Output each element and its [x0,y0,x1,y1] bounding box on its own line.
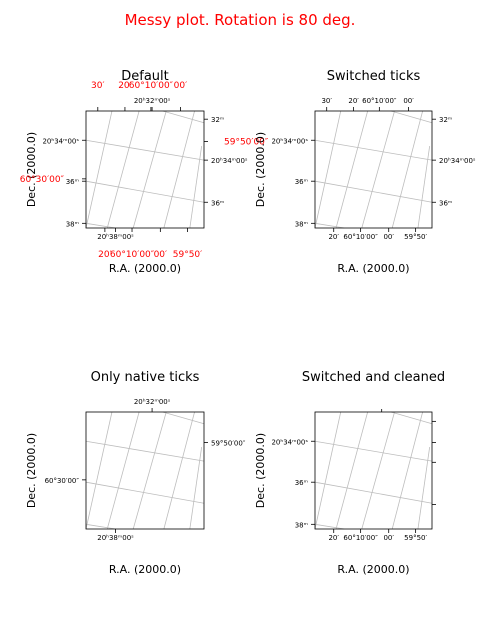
grid-line [85,222,116,229]
figure-title: Messy plot. Rotation is 80 deg. [125,11,356,29]
tick-label-bottom: 00′ [383,534,394,542]
tick-label-bottom: 59°50′ [404,534,427,542]
tick-label-bottom: 59°50′ [173,250,202,260]
tick-label-bottom: 00′ [383,233,394,241]
tick-label-left: 20ʰ34ᵐ00ˢ [42,137,79,145]
grid-line [163,411,195,530]
tick-label-right: 32ᵐ [439,116,452,124]
tick-label-right: 59°50′00″ [224,137,269,147]
axes-frame [85,110,205,229]
tick-label-left: 36ᵐ [295,479,308,487]
tick-label-right: 32ᵐ [211,116,224,124]
tick-label-bottom: 60°10′00″ [343,534,378,542]
grid-line [85,110,113,229]
tick-label-left: 38ᵐ [295,220,308,228]
panel-title: Switched and cleaned [302,370,445,385]
grid-line [85,411,113,530]
tick-label-top: 30′ [91,81,105,91]
grid-line [390,110,433,124]
panels: Default R.A. (2000.0) Dec. (2000.0) 20ʰ32ᵐ0… [20,69,476,576]
grid-line [361,411,395,530]
tick-label-right: 59°50′00″ [211,439,246,447]
grid-line [361,110,395,229]
tick-label-left: 60°30′00″ [20,175,65,185]
grid-line [314,222,345,229]
panel-title: Default [121,69,169,84]
tick-label-bottom: 59°50′ [404,233,427,241]
grid-line [106,411,140,530]
grid-line [163,110,195,229]
grid-line [314,411,342,530]
grid-line [335,411,369,530]
grid-line [85,440,205,462]
grid-line [162,110,205,124]
panel-switched-ticks: Switched ticks R.A. (2000.0) Dec. (2000.0)… [254,69,476,275]
grid-line [162,411,205,425]
tick-label-left: 36ᵐ [295,178,308,186]
tick-label-bottom: 20′ [328,534,339,542]
axes-frame [314,110,433,229]
panel-switched-and-cleaned: Switched and cleaned R.A. (2000.0) Dec. (2… [254,370,445,576]
grid-line [85,139,205,161]
grid-line [314,440,433,462]
tick-label-bottom: 20′ [328,233,339,241]
panel-only-native-ticks: Only native ticks R.A. (2000.0) Dec. (2000… [25,370,246,576]
grid-line [85,523,116,530]
grid-line [106,110,140,229]
grid-line [335,110,369,229]
tick-label-top: 20ʰ32ᵐ00ˢ [134,398,171,406]
grid-line [314,180,433,203]
grid-line [85,481,205,504]
x-axis-label: R.A. (2000.0) [109,262,181,275]
grid-line [314,139,433,161]
axes-frame [314,411,433,530]
panel-title: Only native ticks [91,370,200,385]
x-axis-label: R.A. (2000.0) [337,262,409,275]
y-axis-label: Dec. (2000.0) [254,132,267,207]
tick-label-top: 00′ [403,97,414,105]
panel-title: Switched ticks [327,69,421,84]
tick-label-bottom: 20′ [98,250,112,260]
grid-line [314,481,433,504]
grid-line [85,180,205,203]
tick-label-left: 38ᵐ [66,220,79,228]
y-axis-label: Dec. (2000.0) [25,433,38,508]
tick-label-left: 20ʰ34ᵐ00ˢ [271,137,308,145]
grid-line [391,110,424,229]
tick-label-top: 20′ [118,81,132,91]
panel-default: Default R.A. (2000.0) Dec. (2000.0) 20ʰ32ᵐ0… [20,69,269,275]
tick-label-top: 00′ [174,81,188,91]
tick-label-top: 20ʰ32ᵐ00ˢ [134,97,171,105]
axes-frame [85,411,205,530]
tick-label-left: 36ᵐ [66,178,79,186]
tick-label-bottom: 60°10′00″ [343,233,378,241]
tick-label-top: 20′ [348,97,359,105]
tick-label-top: 60°10′00″ [129,81,174,91]
tick-label-right: 36ᵐ [211,199,224,207]
x-axis-label: R.A. (2000.0) [109,563,181,576]
grid-line [391,411,424,530]
tick-label-right: 20ʰ34ᵐ00ˢ [439,157,476,165]
y-axis-label: Dec. (2000.0) [254,433,267,508]
grid-line [132,411,167,530]
tick-label-left: 38ᵐ [295,521,308,529]
tick-label-top: 30′ [321,97,332,105]
tick-label-bottom: 20ʰ38ᵐ00ˢ [97,233,134,241]
grid-line [314,110,342,229]
tick-label-bottom: 60°10′00″ [110,250,155,260]
y-axis-label: Dec. (2000.0) [25,132,38,207]
tick-label-top: 60°10′00″ [362,97,397,105]
tick-label-bottom: 20ʰ38ᵐ00ˢ [97,534,134,542]
tick-label-right: 20ʰ34ᵐ00ˢ [211,157,248,165]
tick-label-bottom: 00′ [154,250,168,260]
tick-label-left: 60°30′00″ [45,477,80,485]
grid-line [314,523,345,530]
grid-line [390,411,433,425]
x-axis-label: R.A. (2000.0) [337,563,409,576]
grid-line [132,110,167,229]
tick-label-left: 20ʰ34ᵐ00ˢ [271,438,308,446]
tick-label-right: 36ᵐ [439,199,452,207]
